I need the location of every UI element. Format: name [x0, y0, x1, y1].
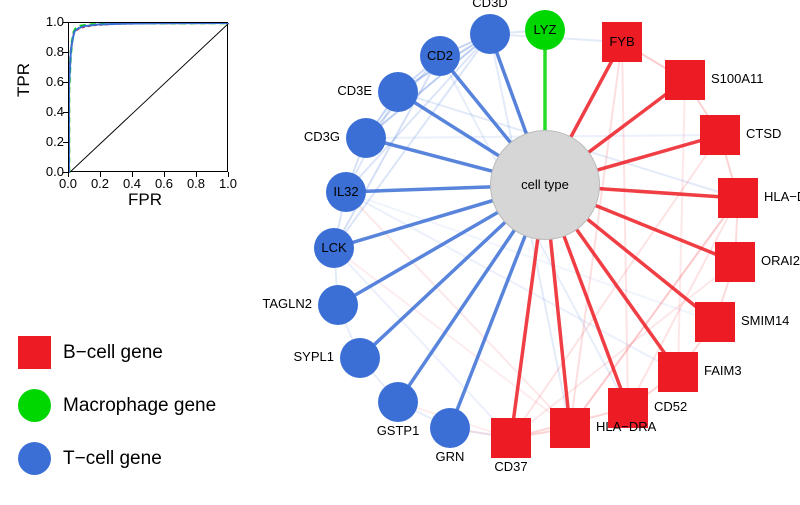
- legend-swatch: [18, 389, 51, 422]
- roc-svg: [69, 23, 229, 173]
- node-TAGLN2: TAGLN2: [318, 285, 358, 325]
- roc-xtick: 0.0: [55, 176, 81, 191]
- node-S100A11: S100A11: [665, 60, 705, 100]
- node-label: HLA−DPA1: [764, 190, 800, 204]
- node-SMIM14: SMIM14: [695, 302, 735, 342]
- edge-faint: [334, 248, 570, 428]
- node-LCK: LCK: [314, 228, 354, 268]
- node-CD37: CD37: [491, 418, 531, 458]
- node-label: FAIM3: [704, 364, 742, 378]
- node-label: CD37: [494, 460, 527, 474]
- node-label: CD3D: [472, 0, 507, 10]
- node-CD2: CD2: [420, 36, 460, 76]
- roc-panel: TPR FPR 0.00.20.40.60.81.00.00.20.40.60.…: [18, 12, 243, 212]
- node-FYB: FYB: [602, 22, 642, 62]
- node-label: CD52: [654, 400, 687, 414]
- legend-item: B−cell gene: [18, 330, 268, 375]
- gene-network: cell type LYZ FYB S100A11 CTSD HLA−DPA1 ORAI2 S…: [290, 0, 800, 505]
- node-label: SMIM14: [741, 314, 789, 328]
- legend-item: Macrophage gene: [18, 383, 268, 428]
- node-GSTP1: GSTP1: [378, 382, 418, 422]
- node-HLA_DPA1: HLA−DPA1: [718, 178, 758, 218]
- legend-item: T−cell gene: [18, 436, 268, 481]
- node-FAIM3: FAIM3: [658, 352, 698, 392]
- legend-swatch: [18, 442, 51, 475]
- figure-canvas: { "roc": { "xlabel": "FPR", "ylabel": "T…: [0, 0, 800, 505]
- roc-ytick: 0.8: [38, 44, 64, 59]
- node-IL32: IL32: [326, 172, 366, 212]
- node-label: LYZ: [534, 23, 557, 37]
- roc-ytick: 1.0: [38, 14, 64, 29]
- node-label: CTSD: [746, 127, 781, 141]
- node-label: IL32: [333, 185, 358, 199]
- node-label: SYPL1: [294, 350, 334, 364]
- node-CD3E: CD3E: [378, 72, 418, 112]
- roc-xtick: 0.4: [119, 176, 145, 191]
- node-CD3G: CD3G: [346, 118, 386, 158]
- node-GRN: GRN: [430, 408, 470, 448]
- legend-label: Macrophage gene: [63, 395, 216, 417]
- legend-swatch: [18, 336, 51, 369]
- node-LYZ: LYZ: [525, 10, 565, 50]
- node-SYPL1: SYPL1: [340, 338, 380, 378]
- legend-label: T−cell gene: [63, 448, 162, 470]
- node-ORAI2: ORAI2: [715, 242, 755, 282]
- roc-xtick: 0.2: [87, 176, 113, 191]
- node-label: CD3E: [337, 84, 372, 98]
- edge-faint: [678, 80, 685, 372]
- node-label: HLA−DRA: [596, 420, 656, 434]
- legend: B−cell gene Macrophage gene T−cell gene: [18, 330, 268, 489]
- node-center-label: cell type: [521, 178, 569, 192]
- node-CD3D: CD3D: [470, 14, 510, 54]
- node-label: ORAI2: [761, 254, 800, 268]
- roc-xlabel: FPR: [128, 190, 162, 210]
- roc-xtick: 0.8: [183, 176, 209, 191]
- roc-plot-area: [68, 22, 228, 172]
- node-HLA_DRA: HLA−DRA: [550, 408, 590, 448]
- roc-ytick: 0.2: [38, 134, 64, 149]
- node-label: LCK: [321, 241, 346, 255]
- edge-faint: [622, 42, 628, 408]
- node-label: S100A11: [711, 72, 764, 86]
- roc-ytick: 0.6: [38, 74, 64, 89]
- node-label: TAGLN2: [262, 297, 312, 311]
- legend-label: B−cell gene: [63, 342, 163, 364]
- roc-ytick: 0.4: [38, 104, 64, 119]
- node-label: FYB: [609, 35, 634, 49]
- node-label: CD3G: [304, 130, 340, 144]
- node-center: cell type: [490, 130, 600, 240]
- edge-faint: [570, 42, 622, 428]
- node-label: GRN: [436, 450, 465, 464]
- node-label: CD2: [427, 49, 453, 63]
- roc-xtick: 1.0: [215, 176, 241, 191]
- edge-faint: [346, 34, 490, 192]
- roc-xtick: 0.6: [151, 176, 177, 191]
- roc-ylabel: TPR: [14, 63, 34, 97]
- node-CTSD: CTSD: [700, 115, 740, 155]
- node-label: GSTP1: [377, 424, 420, 438]
